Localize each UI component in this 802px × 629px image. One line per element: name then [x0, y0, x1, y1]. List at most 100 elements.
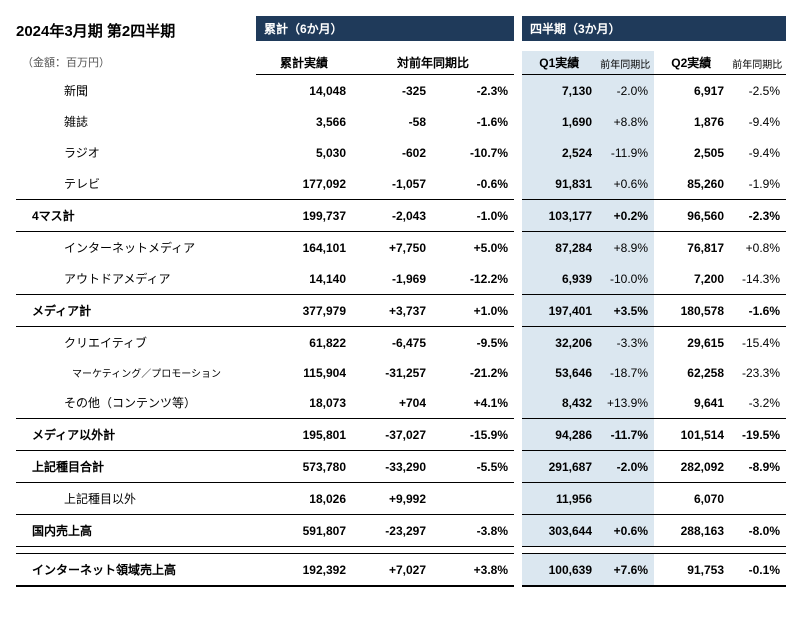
q2-pct: -14.3%: [730, 263, 786, 295]
q1-value: 32,206: [522, 327, 598, 359]
cum-value: 115,904: [256, 358, 352, 387]
cum-value: 573,780: [256, 451, 352, 483]
q1-value: 303,644: [522, 515, 598, 547]
row-label: インターネット領域売上高: [16, 554, 256, 587]
band-quarterly: 四半期（3か月）: [522, 16, 786, 41]
table-row: その他（コンテンツ等）18,073+704+4.1%8,432+13.9%9,6…: [16, 387, 786, 419]
row-label: アウトドアメディア: [16, 263, 256, 295]
row-label: テレビ: [16, 168, 256, 200]
cum-value: 5,030: [256, 137, 352, 168]
q2-value: 29,615: [654, 327, 730, 359]
q2-value: 288,163: [654, 515, 730, 547]
diff-value: -1,057: [352, 168, 432, 200]
cum-value: 61,822: [256, 327, 352, 359]
table-row: ラジオ5,030-602-10.7%2,524-11.9%2,505-9.4%: [16, 137, 786, 168]
pct-value: +1.0%: [432, 295, 514, 327]
q2-pct: [730, 483, 786, 515]
col-q2: Q2実績 前年同期比: [654, 51, 786, 75]
row-label: 国内売上高: [16, 515, 256, 547]
q1-value: 2,524: [522, 137, 598, 168]
q1-pct: +8.8%: [598, 106, 654, 137]
q2-value: 101,514: [654, 419, 730, 451]
q2-value: 96,560: [654, 200, 730, 232]
diff-value: +7,750: [352, 232, 432, 264]
table-row: 上記種目合計573,780-33,290-5.5%291,687-2.0%282…: [16, 451, 786, 483]
q2-pct: -2.5%: [730, 75, 786, 106]
table-row: マーケティング／プロモーション115,904-31,257-21.2%53,64…: [16, 358, 786, 387]
col-q1: Q1実績 前年同期比: [522, 51, 654, 75]
q1-pct: +0.6%: [598, 168, 654, 200]
q2-pct: -0.1%: [730, 554, 786, 587]
q1-value: 11,956: [522, 483, 598, 515]
cum-value: 14,140: [256, 263, 352, 295]
row-label: ラジオ: [16, 137, 256, 168]
q1-pct: +0.2%: [598, 200, 654, 232]
diff-value: -325: [352, 75, 432, 106]
q2-pct: -8.9%: [730, 451, 786, 483]
table-row: 新聞14,048-325-2.3%7,130-2.0%6,917-2.5%: [16, 75, 786, 106]
page-title: 2024年3月期 第2四半期: [16, 16, 256, 45]
pct-value: -1.0%: [432, 200, 514, 232]
q2-value: 6,917: [654, 75, 730, 106]
row-label: 上記種目合計: [16, 451, 256, 483]
row-label: マーケティング／プロモーション: [16, 358, 256, 387]
diff-value: +9,992: [352, 483, 432, 515]
q2-value: 9,641: [654, 387, 730, 419]
diff-value: -23,297: [352, 515, 432, 547]
diff-value: -6,475: [352, 327, 432, 359]
cum-value: 192,392: [256, 554, 352, 587]
q2-value: 7,200: [654, 263, 730, 295]
row-label: 4マス計: [16, 200, 256, 232]
table-row: クリエイティブ61,822-6,475-9.5%32,206-3.3%29,61…: [16, 327, 786, 359]
q1-pct: -10.0%: [598, 263, 654, 295]
diff-value: +3,737: [352, 295, 432, 327]
q1-value: 6,939: [522, 263, 598, 295]
table-row: 上記種目以外18,026+9,99211,9566,070: [16, 483, 786, 515]
q1-pct: -18.7%: [598, 358, 654, 387]
pct-value: -10.7%: [432, 137, 514, 168]
q1-pct: -3.3%: [598, 327, 654, 359]
q1-value: 100,639: [522, 554, 598, 587]
table-row: テレビ177,092-1,057-0.6%91,831+0.6%85,260-1…: [16, 168, 786, 200]
row-label: インターネットメディア: [16, 232, 256, 264]
q1-pct: +13.9%: [598, 387, 654, 419]
cum-value: 18,026: [256, 483, 352, 515]
diff-value: -31,257: [352, 358, 432, 387]
diff-value: -1,969: [352, 263, 432, 295]
q2-value: 6,070: [654, 483, 730, 515]
row-label: その他（コンテンツ等）: [16, 387, 256, 419]
q1-pct: +3.5%: [598, 295, 654, 327]
pct-value: -1.6%: [432, 106, 514, 137]
q2-value: 282,092: [654, 451, 730, 483]
q2-pct: -9.4%: [730, 106, 786, 137]
col-cum: 累計実績: [256, 51, 352, 75]
q1-pct: +0.6%: [598, 515, 654, 547]
diff-value: -2,043: [352, 200, 432, 232]
diff-value: -33,290: [352, 451, 432, 483]
table-row: 雑誌3,566-58-1.6%1,690+8.8%1,876-9.4%: [16, 106, 786, 137]
table-row: 国内売上高591,807-23,297-3.8%303,644+0.6%288,…: [16, 515, 786, 547]
q2-pct: -1.9%: [730, 168, 786, 200]
row-label: メディア以外計: [16, 419, 256, 451]
pct-value: +5.0%: [432, 232, 514, 264]
table-row: 4マス計199,737-2,043-1.0%103,177+0.2%96,560…: [16, 200, 786, 232]
cum-value: 199,737: [256, 200, 352, 232]
q2-value: 1,876: [654, 106, 730, 137]
q2-value: 76,817: [654, 232, 730, 264]
pct-value: -15.9%: [432, 419, 514, 451]
cum-value: 177,092: [256, 168, 352, 200]
q2-value: 85,260: [654, 168, 730, 200]
pct-value: -5.5%: [432, 451, 514, 483]
q1-pct: -2.0%: [598, 75, 654, 106]
q2-value: 91,753: [654, 554, 730, 587]
pct-value: -21.2%: [432, 358, 514, 387]
q2-value: 62,258: [654, 358, 730, 387]
q1-pct: -11.7%: [598, 419, 654, 451]
cum-value: 164,101: [256, 232, 352, 264]
q2-pct: -1.6%: [730, 295, 786, 327]
q2-pct: +0.8%: [730, 232, 786, 264]
diff-value: +7,027: [352, 554, 432, 587]
cum-value: 377,979: [256, 295, 352, 327]
pct-value: -0.6%: [432, 168, 514, 200]
table-row: インターネットメディア164,101+7,750+5.0%87,284+8.9%…: [16, 232, 786, 264]
